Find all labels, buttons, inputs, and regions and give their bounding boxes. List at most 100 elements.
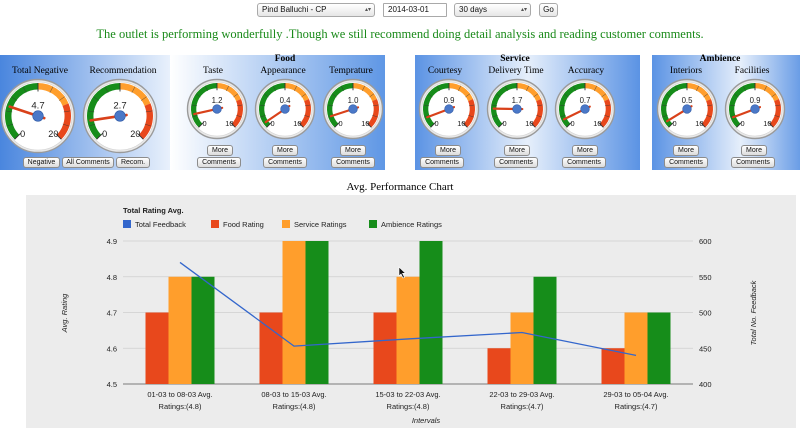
gauge-band bbox=[327, 83, 354, 128]
gauge-tick bbox=[699, 121, 706, 128]
gauge-tick bbox=[5, 110, 13, 113]
gauge-tick bbox=[604, 115, 610, 118]
gauge-tick bbox=[771, 93, 777, 98]
gauge-tick bbox=[104, 86, 109, 93]
gauge-min-label: 0 bbox=[435, 119, 439, 128]
comments-button-facilities[interactable]: Comments bbox=[731, 157, 775, 168]
gauge-max-label: 20 bbox=[130, 129, 140, 139]
gauge-band bbox=[754, 83, 780, 102]
comments-button-interiors[interactable]: Comments bbox=[664, 157, 708, 168]
gauge-tick bbox=[468, 104, 475, 107]
range-select-value: 30 days bbox=[459, 5, 488, 14]
gauge-band bbox=[5, 83, 39, 140]
chart-axes: 4.9 4.8 4.7 4.6 4.5 600 550 500 450 400 01-03 to 0… bbox=[107, 237, 712, 411]
gauge-band bbox=[284, 83, 310, 102]
gauge-hub bbox=[114, 110, 126, 122]
gauge-temprature: 0 10 1.0 bbox=[322, 78, 384, 140]
gauge-tick bbox=[140, 96, 147, 101]
gauge-label: Taste bbox=[203, 66, 223, 76]
gauge-band bbox=[448, 83, 474, 102]
gauge-tick bbox=[437, 85, 440, 92]
gauge-label: Temprature bbox=[329, 66, 373, 76]
outlet-select-value: Pind Balluchi - CP bbox=[262, 5, 327, 14]
gauge-interiors: 0 10 0.5 bbox=[656, 78, 718, 140]
comments-button-accuracy[interactable]: Comments bbox=[562, 157, 606, 168]
range-select[interactable]: 30 days ▴▾ bbox=[454, 3, 531, 17]
legend-swatch bbox=[282, 220, 290, 228]
chart-line bbox=[179, 261, 637, 357]
more-button-interiors[interactable]: More bbox=[673, 145, 699, 156]
gauge-tick bbox=[236, 104, 243, 107]
x-tick-sublabel: Ratings:(4.8) bbox=[159, 402, 202, 411]
gauge-tick bbox=[259, 104, 266, 107]
gauge-tick bbox=[301, 93, 307, 98]
gauge-tick bbox=[229, 121, 236, 128]
gauge-max-label: 10 bbox=[293, 119, 301, 128]
gauge-tick bbox=[668, 121, 675, 128]
more-button-taste[interactable]: More bbox=[207, 145, 233, 156]
gauge-band bbox=[231, 99, 243, 128]
legend-label: Food Rating bbox=[223, 220, 264, 229]
more-button-facilities[interactable]: More bbox=[741, 145, 767, 156]
gauge-tick bbox=[87, 110, 95, 113]
gauge-band bbox=[367, 99, 379, 128]
status-message: The outlet is performing wonderfully .Th… bbox=[96, 27, 704, 41]
gauge-tick bbox=[696, 85, 699, 92]
gauge-band bbox=[516, 83, 542, 102]
negative-button[interactable]: Negative bbox=[23, 157, 60, 168]
comments-button-temprature[interactable]: Comments bbox=[331, 157, 375, 168]
date-input[interactable]: 2014-03-01 bbox=[383, 3, 447, 17]
gauge-tick bbox=[774, 115, 780, 118]
chart-title: Avg. Performance Chart bbox=[346, 181, 454, 193]
legend-label: Ambience Ratings bbox=[381, 220, 442, 229]
comments-button-appearance[interactable]: Comments bbox=[263, 157, 307, 168]
gauge-tick bbox=[294, 85, 297, 92]
x-tick-label: 15-03 to 22-03 Avg. bbox=[375, 390, 440, 399]
x-axis-label: Intervals bbox=[412, 416, 441, 425]
gauge-tick bbox=[505, 85, 508, 92]
legend-swatch bbox=[123, 220, 131, 228]
more-button-temprature[interactable]: More bbox=[340, 145, 366, 156]
comments-button-taste[interactable]: Comments bbox=[197, 157, 241, 168]
y2-tick-label: 500 bbox=[699, 309, 712, 318]
gauge-band bbox=[769, 99, 781, 128]
gauge-band bbox=[599, 99, 611, 128]
gauge-tick bbox=[427, 93, 433, 98]
outlet-select[interactable]: Pind Balluchi - CP ▴▾ bbox=[257, 3, 375, 17]
gauge-max-label: 20 bbox=[48, 129, 58, 139]
legend-swatch bbox=[369, 220, 377, 228]
bar-ambience-ratings bbox=[533, 276, 557, 384]
gauge-tick bbox=[341, 85, 344, 92]
gauge-tick bbox=[96, 133, 103, 140]
go-button[interactable]: Go bbox=[539, 3, 558, 17]
gauge-tick bbox=[297, 121, 304, 128]
gauge-band bbox=[729, 83, 756, 128]
gauge-tick bbox=[529, 121, 536, 128]
bar-food-rating bbox=[145, 312, 169, 384]
gauge-tick bbox=[266, 121, 273, 128]
y2-tick-label: 450 bbox=[699, 344, 712, 353]
gauge-tick bbox=[273, 85, 276, 92]
gauge-min-label: 0 bbox=[741, 119, 745, 128]
chart-legend: Total Feedback Food Rating Service Ratings… bbox=[123, 220, 442, 229]
more-button-delivery-time[interactable]: More bbox=[504, 145, 530, 156]
bar-service-ratings bbox=[624, 312, 648, 384]
recom-button[interactable]: Recom. bbox=[116, 157, 150, 168]
more-button-courtesy[interactable]: More bbox=[435, 145, 461, 156]
gauge-tick bbox=[465, 93, 471, 98]
more-button-appearance[interactable]: More bbox=[272, 145, 298, 156]
more-button-accuracy[interactable]: More bbox=[572, 145, 598, 156]
gauge-band bbox=[138, 103, 153, 140]
gauge-band bbox=[463, 99, 475, 128]
all-comments-button[interactable]: All Comments bbox=[62, 157, 114, 168]
gauge-min-label: 0 bbox=[271, 119, 275, 128]
gauge-tick bbox=[58, 96, 65, 101]
gauge-band bbox=[191, 83, 218, 128]
gauge-band bbox=[299, 99, 311, 128]
comments-button-courtesy[interactable]: Comments bbox=[420, 157, 464, 168]
comments-button-delivery-time[interactable]: Comments bbox=[494, 157, 538, 168]
x-tick-sublabel: Ratings:(4.7) bbox=[615, 402, 658, 411]
bar-food-rating bbox=[259, 312, 283, 384]
gauge-min-label: 0 bbox=[203, 119, 207, 128]
gauge-tick bbox=[563, 93, 569, 98]
